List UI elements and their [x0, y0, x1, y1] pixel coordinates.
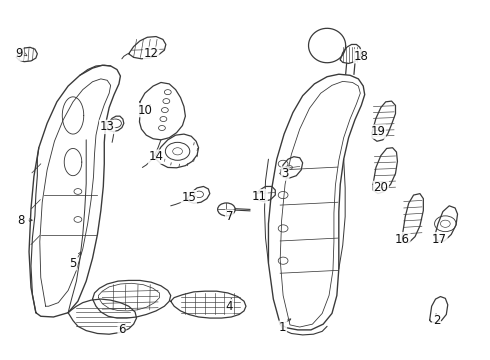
Text: 6: 6 — [118, 323, 125, 336]
Text: 13: 13 — [100, 121, 115, 134]
Text: 4: 4 — [225, 300, 233, 313]
Text: 5: 5 — [69, 257, 77, 270]
Text: 16: 16 — [395, 233, 410, 246]
Text: 1: 1 — [279, 321, 286, 334]
Text: 14: 14 — [148, 150, 164, 163]
Text: 11: 11 — [252, 190, 267, 203]
Text: 20: 20 — [373, 181, 388, 194]
Text: 17: 17 — [432, 233, 447, 246]
Text: 10: 10 — [137, 104, 152, 117]
Text: 3: 3 — [281, 167, 289, 180]
Text: 19: 19 — [370, 125, 386, 138]
Text: 8: 8 — [18, 214, 25, 227]
Text: 9: 9 — [16, 47, 23, 60]
Text: 12: 12 — [144, 47, 159, 60]
Text: 18: 18 — [354, 50, 369, 63]
Text: 7: 7 — [225, 210, 233, 223]
Text: 15: 15 — [181, 191, 196, 204]
Text: 2: 2 — [433, 314, 441, 327]
